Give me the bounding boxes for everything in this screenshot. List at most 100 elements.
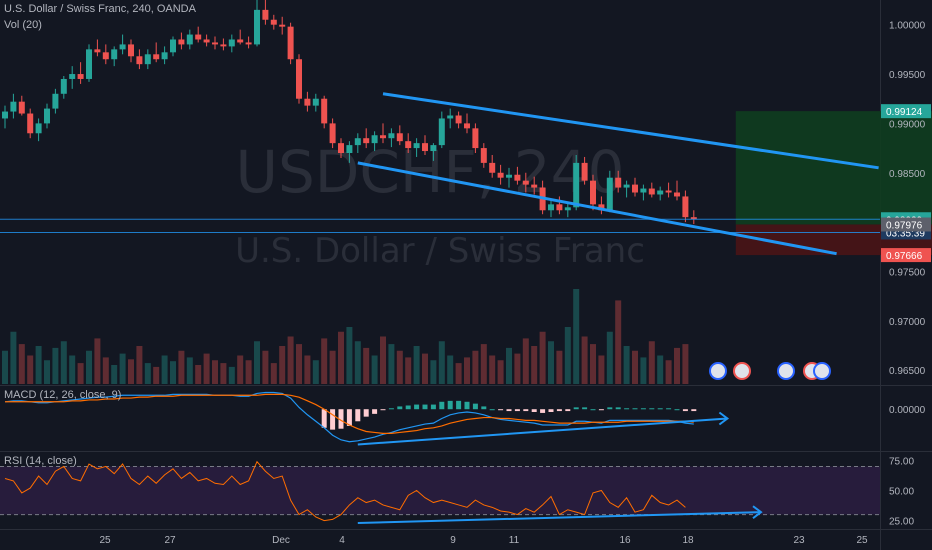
candle-body [44, 108, 50, 124]
volume-legend[interactable]: Vol (20) [4, 19, 42, 31]
candle-body [430, 145, 437, 152]
candle-body [380, 135, 386, 139]
volume-bar [338, 331, 344, 384]
volume-bar [170, 361, 176, 384]
macd-histogram-bar [355, 409, 361, 422]
candle-body [60, 78, 67, 94]
candle-body [480, 148, 487, 163]
volume-bar [506, 347, 512, 384]
candle-body [413, 143, 420, 149]
candle-body [363, 138, 370, 144]
candle-body [136, 56, 143, 65]
candle-body [178, 39, 185, 45]
candle-body [52, 93, 59, 109]
candle-body [623, 184, 630, 188]
macd-histogram-bar [346, 409, 352, 426]
channel-trendline [357, 161, 837, 256]
volume-bar [531, 346, 538, 384]
macd-line [4, 391, 694, 443]
economic-event-icons[interactable] [709, 362, 831, 380]
time-axis-tick: 25 [856, 535, 868, 546]
macd-histogram-bar [556, 409, 562, 412]
candle-body [665, 190, 672, 193]
macd-histogram-bar [506, 409, 512, 412]
volume-bar [245, 360, 252, 384]
candle-body [438, 118, 445, 146]
time-axis-tick: 9 [450, 535, 456, 546]
time-axis-tick: 18 [682, 535, 694, 546]
volume-bar [77, 363, 84, 384]
time-axis-tick: 23 [793, 535, 805, 546]
price-tag-text: 0.97976 [886, 220, 923, 231]
candle-body [245, 42, 252, 45]
macd-histogram-bar [682, 409, 688, 412]
economic-event-flag-icon [777, 362, 795, 380]
price-axis-tick: 0.96500 [889, 366, 926, 377]
channel-trendlines[interactable] [357, 92, 879, 256]
volume-bar [161, 355, 168, 384]
time-axis[interactable]: 25 27 Dec 4 9 11 16 18 23 25 [99, 535, 868, 546]
volume-bar [413, 346, 420, 384]
candle-body [161, 52, 168, 60]
macd-histogram-bar [481, 406, 487, 410]
macd-histogram-bar [640, 408, 646, 410]
candle-body [371, 135, 378, 144]
volume-bar [556, 350, 563, 384]
macd-histogram-bar [414, 404, 420, 410]
candle-body [128, 44, 134, 57]
volume-bar [480, 344, 487, 384]
time-axis-tick: 27 [164, 535, 176, 546]
macd-histogram-bar [372, 409, 378, 414]
volume-bar [254, 341, 260, 384]
candle-body [212, 42, 218, 45]
candle-body [195, 34, 202, 40]
volume-bar [203, 353, 210, 384]
volume-bar [321, 338, 328, 384]
rsi-legend[interactable]: RSI (14, close) [4, 455, 77, 467]
volume-bar [640, 357, 647, 384]
volume-bar [153, 366, 160, 384]
macd-histogram-bar [363, 409, 369, 417]
volume-bar [262, 350, 269, 384]
candle-body [27, 113, 34, 134]
macd-histogram-bar [498, 409, 504, 411]
rsi-divergence-arrow [752, 505, 763, 519]
candle-body [228, 39, 235, 47]
candle-body [237, 39, 244, 43]
volume-bar [522, 338, 529, 384]
macd-legend[interactable]: MACD (12, 26, close, 9) [4, 389, 122, 401]
volume-bar [119, 353, 126, 384]
horizontal-levels [0, 218, 880, 233]
candle-body [270, 19, 277, 25]
watermark-name: U.S. Dollar / Swiss Franc [235, 231, 645, 271]
time-axis-tick: 11 [509, 535, 520, 546]
candle-body [615, 177, 622, 188]
price-tag-target: 0.99124 [881, 104, 931, 119]
volume-bar [590, 344, 596, 384]
price-tag-bg [881, 248, 931, 263]
macd-divergence-arrow [718, 411, 730, 426]
signal-line [5, 393, 694, 434]
macd-axis-tick: 0.00000 [889, 405, 926, 416]
volume-bar [606, 331, 613, 384]
volume-bar [52, 347, 59, 384]
volume-bar [186, 357, 193, 384]
volume-bar [102, 357, 109, 384]
candle-body [2, 111, 8, 119]
candle-body [321, 98, 328, 124]
volume-bar [94, 338, 101, 384]
candle-body [312, 98, 319, 106]
candle-body [94, 49, 101, 53]
volume-bar [144, 363, 151, 384]
price-candles [2, 0, 697, 225]
macd-histogram-bar [632, 408, 638, 410]
volume-bar [220, 363, 227, 384]
candle-body [632, 184, 638, 193]
price-axis-tick: 0.99000 [889, 119, 926, 130]
symbol-legend[interactable]: U.S. Dollar / Swiss Franc, 240, OANDA [4, 3, 196, 15]
candle-body [329, 123, 336, 144]
candle-body [153, 54, 160, 60]
rsi-line [4, 460, 686, 522]
